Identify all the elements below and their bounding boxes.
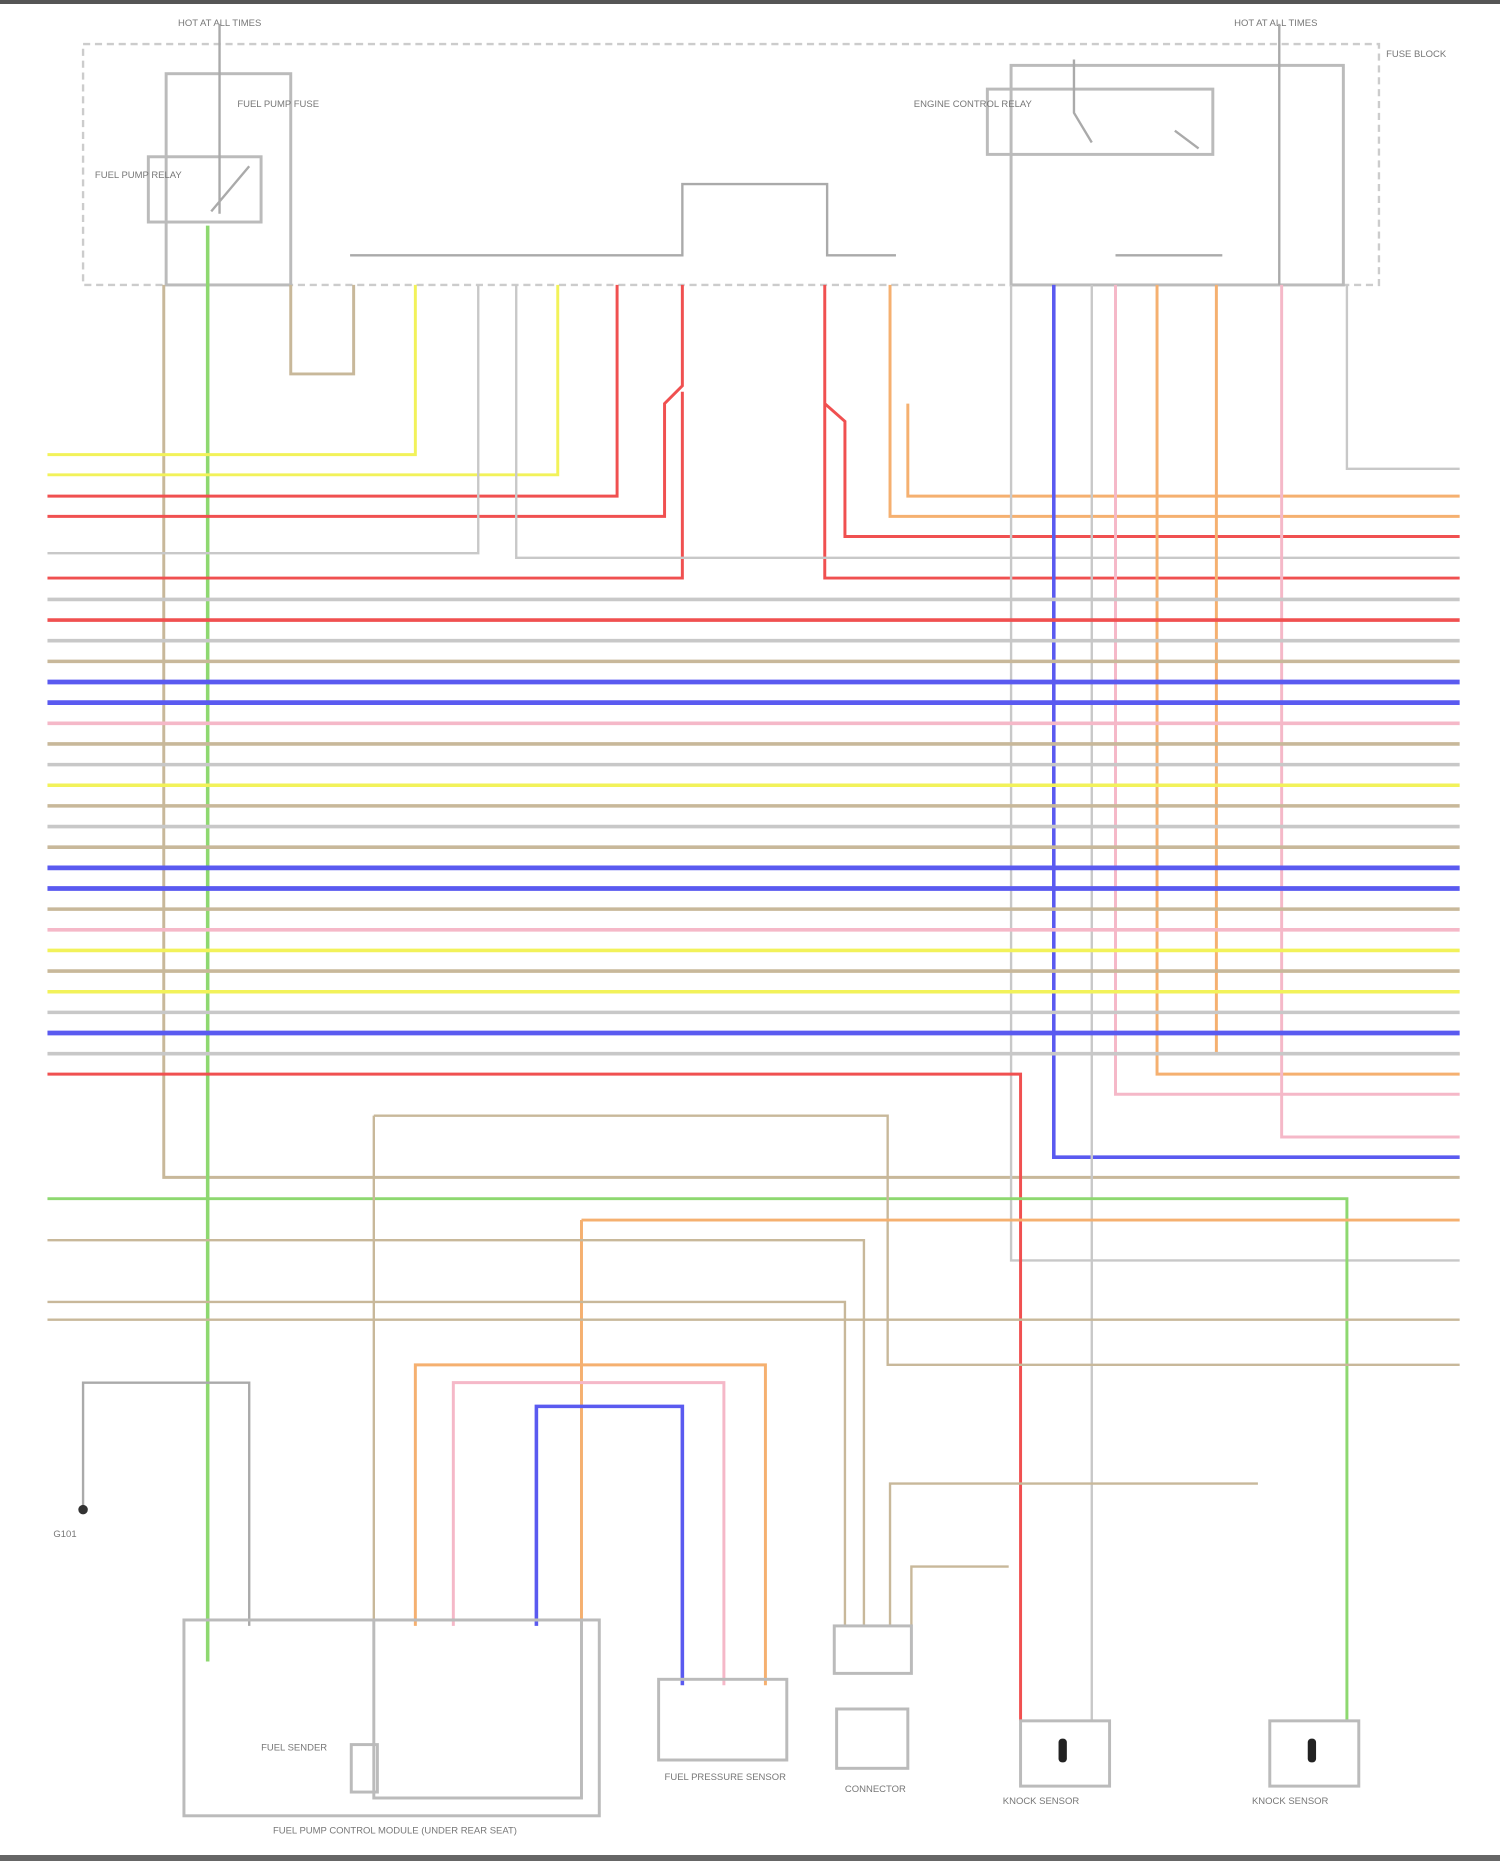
wire-blue-right — [1052, 284, 1460, 1159]
fuel-pump-circuit-box — [164, 72, 293, 287]
knock-sensor-1-icon — [1058, 1738, 1067, 1763]
wire-orange-bottom — [413, 1218, 1460, 1686]
fuel-pump-module-label: FUEL PUMP CONTROL MODULE (UNDER REAR SEA… — [273, 1826, 517, 1837]
wire-orange-top — [888, 284, 1460, 518]
wire-tan-ground — [162, 284, 1460, 1179]
connector-label: CONNECTOR — [845, 1784, 906, 1795]
power-label-left: HOT AT ALL TIMES — [178, 18, 261, 29]
knock-sensor-1-label: KNOCK SENSOR — [1003, 1796, 1080, 1807]
fuel-pressure-sensor-box — [657, 1677, 789, 1762]
wire-gray-right — [1009, 284, 1460, 1721]
wire-gray-top — [47, 284, 1460, 560]
top-frame — [0, 0, 1500, 4]
fuel-pump-module-inner — [372, 1618, 583, 1800]
knock-sensor-2-label: KNOCK SENSOR — [1252, 1796, 1329, 1807]
fuel-pump-relay — [146, 155, 263, 224]
wire-red-knock — [47, 1072, 1023, 1721]
wire-ground-sender — [81, 1381, 251, 1626]
fuse-block-outline — [81, 42, 1381, 287]
wire-green-knock — [47, 1197, 1349, 1721]
engine-control-relay — [985, 87, 1215, 156]
fuel-sender-box — [349, 1743, 379, 1794]
bottom-frame — [0, 1855, 1500, 1861]
connector-plug — [835, 1707, 910, 1770]
knock-sensor-2-icon — [1307, 1738, 1317, 1763]
wire-pink-bottom — [451, 1381, 726, 1686]
engine-relay-circuit-box — [1009, 63, 1345, 287]
wire-blue-bottom — [534, 1404, 685, 1686]
ground-label: G101 — [53, 1529, 76, 1540]
power-label-right: HOT AT ALL TIMES — [1234, 18, 1317, 29]
engine-control-relay-label: ENGINE CONTROL RELAY — [914, 99, 1033, 110]
ground-point — [78, 1504, 88, 1515]
connector-box — [832, 1624, 913, 1675]
fuel-pressure-sensor-label: FUEL PRESSURE SENSOR — [665, 1772, 787, 1783]
wire-red-top-right — [823, 284, 1460, 580]
horizontal-wire-bus — [47, 597, 1460, 1056]
internal-wiring — [210, 23, 1281, 285]
wire-pink-right — [1114, 284, 1460, 1139]
fuel-sender-label: FUEL SENDER — [261, 1743, 327, 1754]
fuel-pump-fuse-label: FUEL PUMP FUSE — [237, 99, 319, 110]
wire-orange-right — [1155, 284, 1460, 1076]
wire-tan-bottom — [372, 1114, 1460, 1626]
knock-sensor-2-box — [1268, 1719, 1361, 1788]
fuse-block: FUSE BLOCK HOT AT ALL TIMES HOT AT ALL T… — [81, 18, 1447, 287]
components: FUEL SENDER FUEL PUMP CONTROL MODULE (UN… — [182, 1618, 1361, 1837]
wire-tan-connector — [47, 1239, 1460, 1626]
wire-yellow-top — [47, 284, 560, 477]
wire-tan-loop — [289, 284, 356, 376]
fuel-pump-relay-label: FUEL PUMP RELAY — [95, 170, 182, 181]
wire-red-top-left — [47, 284, 684, 580]
fuse-block-label: FUSE BLOCK — [1386, 49, 1447, 60]
fuel-pump-module-box — [182, 1618, 601, 1818]
knock-sensor-1-box — [1019, 1719, 1112, 1788]
vertical-wires: G101 — [47, 225, 1460, 1721]
